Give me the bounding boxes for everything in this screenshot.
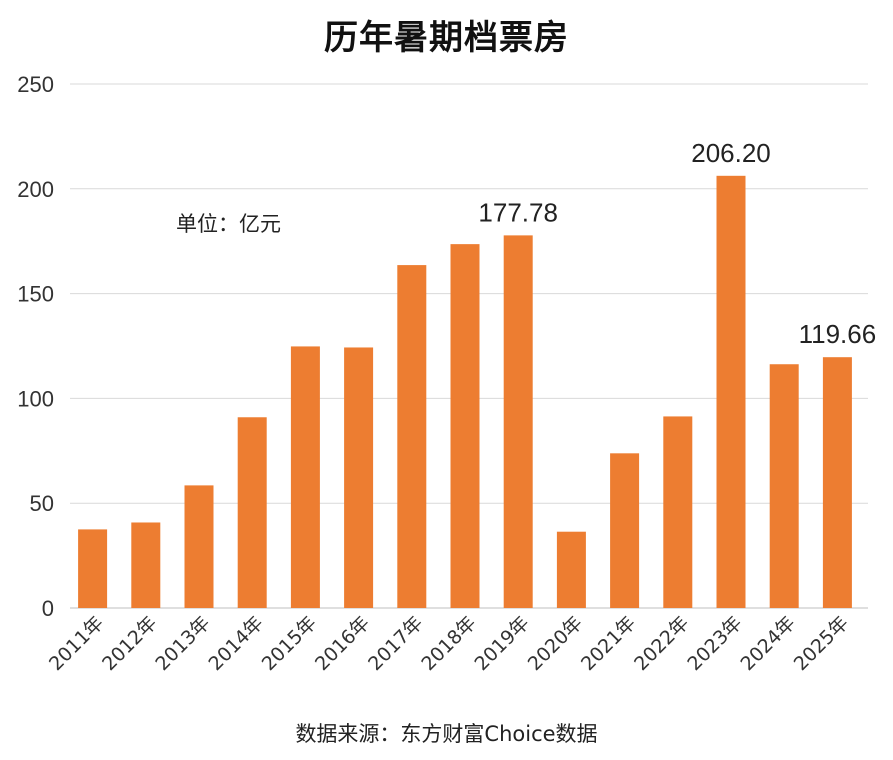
x-tick-label: 2011年 [45,612,108,675]
bar [610,453,640,608]
bar [397,265,427,608]
x-tick-label: 2012年 [98,612,161,675]
bar [290,346,320,608]
bar [131,522,161,608]
bar [556,531,586,608]
x-tick-label: 2019年 [471,612,534,675]
source-note: 数据来源：东方财富Choice数据 [295,722,598,746]
data-label: 206.20 [691,138,771,168]
chart-title: 历年暑期档票房 [324,18,569,58]
x-tick-label: 2024年 [737,612,800,675]
x-tick-label: 2013年 [151,612,214,675]
bar [78,529,108,608]
x-tick-label: 2016年 [311,612,374,675]
x-tick-label: 2014年 [205,612,268,675]
bar [184,485,214,608]
y-tick-label: 200 [17,177,54,202]
y-tick-label: 250 [17,72,54,97]
data-label: 177.78 [478,197,558,227]
x-tick-label: 2025年 [790,612,853,675]
x-tick-label: 2021年 [577,612,640,675]
x-tick-label: 2017年 [364,612,427,675]
unit-note: 单位：亿元 [176,212,281,236]
y-tick-label: 100 [17,386,54,411]
bar [716,175,746,608]
bar [344,347,374,608]
bar [237,417,267,608]
y-tick-label: 0 [42,596,54,621]
x-tick-label: 2022年 [630,612,693,675]
x-tick-label: 2015年 [258,612,321,675]
y-tick-label: 50 [30,491,54,516]
x-tick-label: 2023年 [683,612,746,675]
bar [663,416,693,608]
bar [503,235,533,609]
bar [450,244,480,608]
x-tick-label: 2018年 [417,612,480,675]
y-tick-label: 150 [17,282,54,307]
x-tick-label: 2020年 [524,612,587,675]
bar [769,364,799,608]
bar [822,357,852,608]
data-label: 119.66 [799,319,877,349]
